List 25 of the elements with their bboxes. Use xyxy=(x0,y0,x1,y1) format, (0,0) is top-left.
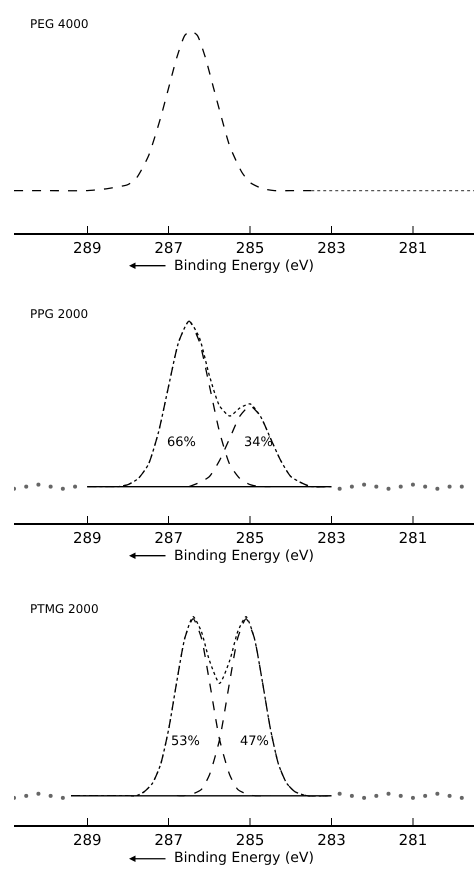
x-axis-title: Binding Energy (eV) xyxy=(174,548,314,564)
x-tick-label: 289 xyxy=(72,239,102,257)
x-tick-label: 285 xyxy=(236,239,264,257)
annotation: 66% xyxy=(167,435,196,450)
annotation: 34% xyxy=(244,435,273,450)
chart-title: PTMG 2000 xyxy=(30,602,99,616)
x-tick-label: 289 xyxy=(72,831,102,849)
x-tick-label: 287 xyxy=(154,831,184,849)
chart-title: PEG 4000 xyxy=(30,17,88,31)
x-tick-label: 281 xyxy=(398,239,428,257)
annotation: 47% xyxy=(240,734,269,749)
x-tick-label: 287 xyxy=(154,529,184,547)
x-tick-label: 283 xyxy=(317,831,346,849)
x-tick-label: 283 xyxy=(317,529,346,547)
x-tick-label: 285 xyxy=(236,529,264,547)
x-axis-title: Binding Energy (eV) xyxy=(174,258,314,274)
x-tick-label: 283 xyxy=(317,239,346,257)
annotation: 53% xyxy=(171,734,200,749)
x-tick-label: 281 xyxy=(398,831,428,849)
x-tick-label: 281 xyxy=(398,529,428,547)
x-axis-title: Binding Energy (eV) xyxy=(174,850,314,866)
x-tick-label: 287 xyxy=(154,239,184,257)
chart-title: PPG 2000 xyxy=(30,307,88,321)
x-tick-label: 289 xyxy=(72,529,102,547)
x-tick-label: 285 xyxy=(236,831,264,849)
